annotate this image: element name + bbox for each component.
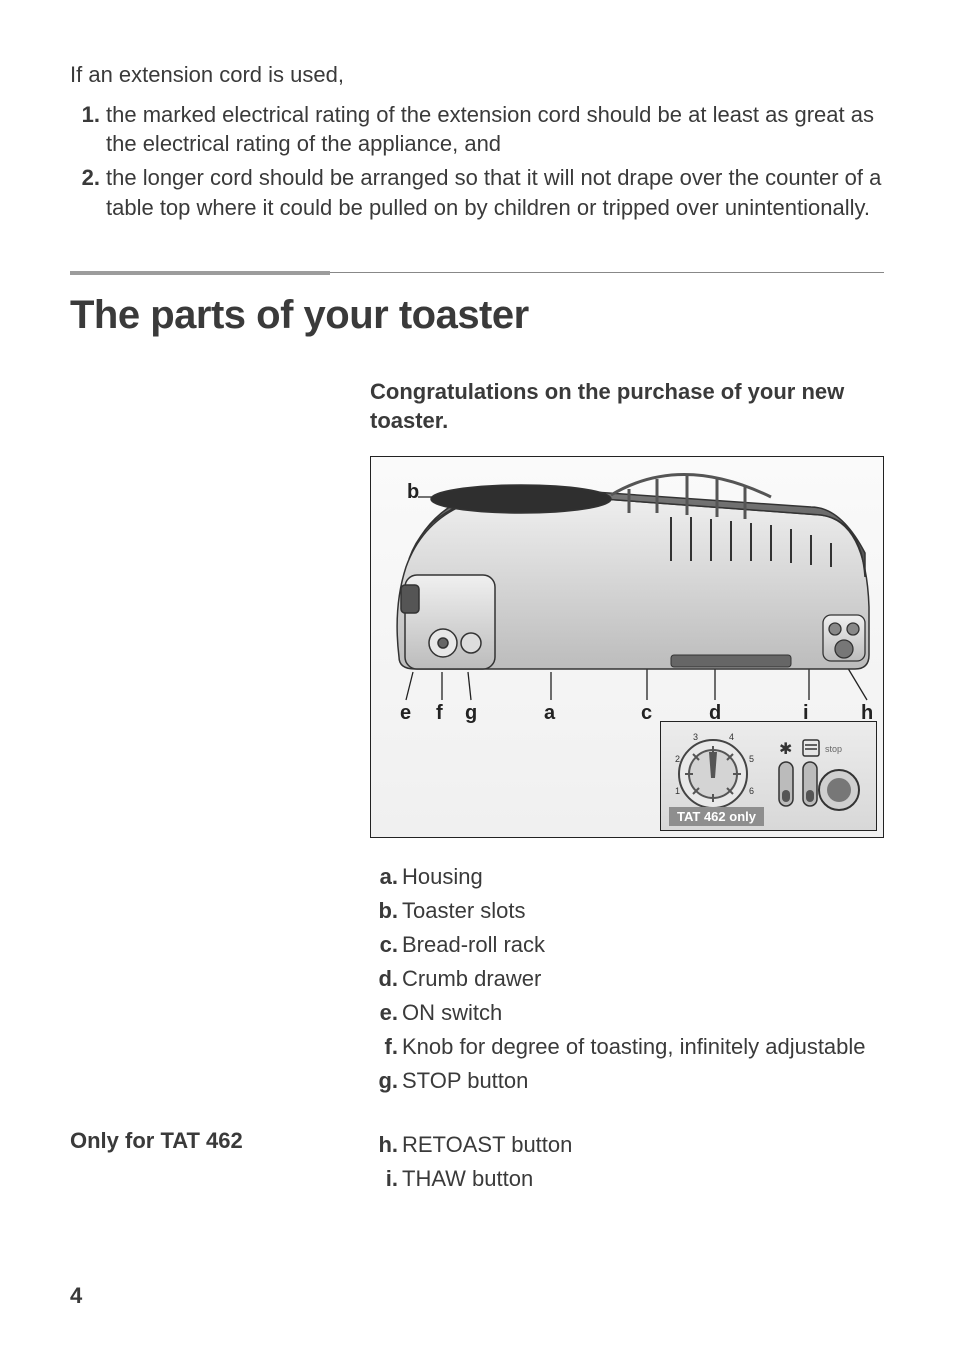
parts-list-main: a. Housing b. Toaster slots c. Bread-rol… [370, 860, 884, 1099]
svg-text:2: 2 [675, 754, 680, 764]
toaster-diagram: b e f g a c d i h [370, 456, 884, 838]
two-column-layout: Congratulations on the purchase of your … [70, 378, 884, 1098]
svg-text:6: 6 [749, 786, 754, 796]
part-label: Knob for degree of toasting, infinitely … [402, 1030, 884, 1064]
part-item: f. Knob for degree of toasting, infinite… [370, 1030, 884, 1064]
svg-text:stop: stop [825, 744, 842, 754]
callout-b: b [407, 481, 419, 504]
callout-f: f [436, 702, 443, 725]
congratulations-text: Congratulations on the purchase of your … [370, 378, 884, 435]
part-key: e. [370, 996, 402, 1030]
part-item: d. Crumb drawer [370, 962, 884, 996]
svg-text:1: 1 [675, 786, 680, 796]
spacer [70, 1098, 884, 1128]
part-key: c. [370, 928, 402, 962]
list-text: the marked electrical rating of the exte… [106, 100, 884, 159]
left-column: Only for TAT 462 [70, 1128, 370, 1196]
part-key: a. [370, 860, 402, 894]
list-number: 1. [70, 100, 106, 159]
part-key: g. [370, 1064, 402, 1098]
svg-text:3: 3 [693, 732, 698, 742]
only-for-label: Only for TAT 462 [70, 1128, 370, 1154]
inset-label: TAT 462 only [669, 807, 764, 826]
part-item: b. Toaster slots [370, 894, 884, 928]
part-item: e. ON switch [370, 996, 884, 1030]
part-item: a. Housing [370, 860, 884, 894]
extension-cord-list: 1. the marked electrical rating of the e… [70, 100, 884, 223]
page: If an extension cord is used, 1. the mar… [0, 0, 954, 1349]
callout-c: c [641, 702, 652, 725]
part-label: ON switch [402, 996, 884, 1030]
part-label: RETOAST button [402, 1128, 884, 1162]
list-number: 2. [70, 163, 106, 222]
page-number: 4 [70, 1283, 82, 1309]
list-item: 2. the longer cord should be arranged so… [70, 163, 884, 222]
left-column [70, 378, 370, 1098]
part-label: Toaster slots [402, 894, 884, 928]
part-label: THAW button [402, 1162, 884, 1196]
divider-thick [70, 271, 330, 275]
part-key: b. [370, 894, 402, 928]
list-text: the longer cord should be arranged so th… [106, 163, 884, 222]
part-item: h. RETOAST button [370, 1128, 884, 1162]
part-key: h. [370, 1128, 402, 1162]
section-title: The parts of your toaster [70, 293, 884, 338]
svg-text:4: 4 [729, 732, 734, 742]
part-item: g. STOP button [370, 1064, 884, 1098]
callout-a: a [544, 702, 555, 725]
part-label: Crumb drawer [402, 962, 884, 996]
diagram-inset: 1 2 3 4 5 6 ✱ [660, 721, 877, 831]
callout-g: g [465, 702, 477, 725]
part-label: Bread-roll rack [402, 928, 884, 962]
part-key: i. [370, 1162, 402, 1196]
part-key: d. [370, 962, 402, 996]
part-key: f. [370, 1030, 402, 1064]
callout-e: e [400, 702, 411, 725]
part-label: STOP button [402, 1064, 884, 1098]
two-column-extra: Only for TAT 462 h. RETOAST button i. TH… [70, 1128, 884, 1196]
extension-cord-intro: If an extension cord is used, [70, 60, 884, 90]
right-column: h. RETOAST button i. THAW button [370, 1128, 884, 1196]
parts-list-extra: h. RETOAST button i. THAW button [370, 1128, 884, 1196]
part-label: Housing [402, 860, 884, 894]
list-item: 1. the marked electrical rating of the e… [70, 100, 884, 159]
section-divider [70, 272, 884, 275]
svg-text:✱: ✱ [779, 741, 792, 758]
part-item: i. THAW button [370, 1162, 884, 1196]
svg-text:5: 5 [749, 754, 754, 764]
part-item: c. Bread-roll rack [370, 928, 884, 962]
right-column: Congratulations on the purchase of your … [370, 378, 884, 1098]
